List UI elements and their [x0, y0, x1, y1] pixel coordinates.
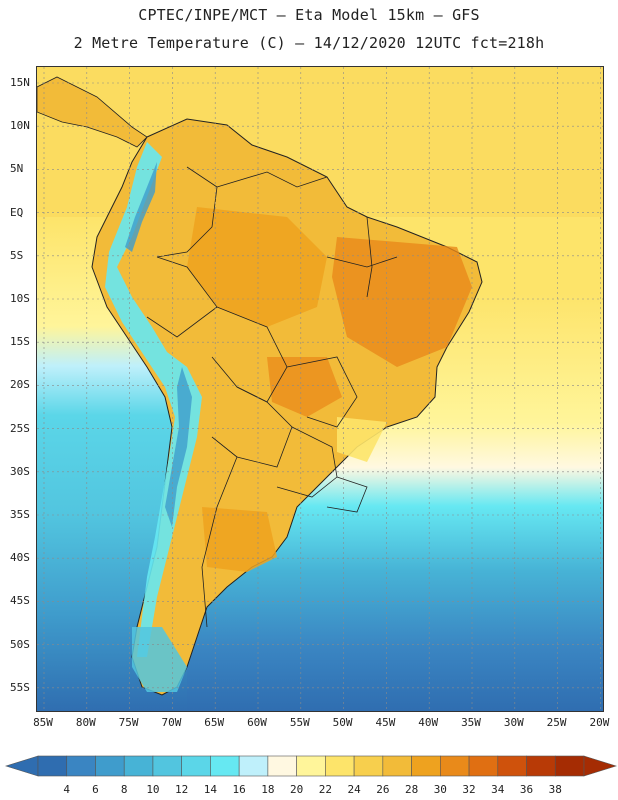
map-subtitle: 2 Metre Temperature (C) – 14/12/2020 12U… [73, 34, 545, 52]
legend-swatch [411, 755, 441, 777]
lat-label: 5N [10, 162, 24, 176]
legend-swatch [210, 755, 240, 777]
lon-label: 85W [33, 716, 53, 729]
temperature-field [37, 67, 603, 711]
lat-label: 15S [10, 335, 30, 349]
central-andes-cold [165, 367, 192, 527]
lon-label: 50W [332, 716, 353, 729]
patagonia-hot-zone [202, 507, 277, 572]
legend-tick-label: 6 [92, 783, 99, 796]
lon-label: 35W [461, 716, 481, 729]
legend-swatch [181, 755, 211, 777]
legend-swatch [37, 755, 68, 777]
central-america [37, 76, 148, 148]
legend-swatch [325, 755, 355, 777]
temperature-map [36, 66, 604, 712]
legend-tick-label: 12 [175, 783, 188, 796]
lon-label: 40W [418, 716, 439, 729]
lat-label: 30S [10, 464, 30, 478]
lon-label: 20W [589, 716, 610, 729]
legend-tick-label: 26 [376, 783, 389, 796]
legend-tick-label: 32 [462, 783, 475, 796]
lat-label: 25S [10, 421, 30, 435]
lat-label: 35S [10, 508, 30, 521]
map-title: CPTEC/INPE/MCT – Eta Model 15km – GFS [138, 6, 480, 24]
country-borders [146, 166, 398, 628]
lon-label: 45W [375, 716, 396, 729]
legend-min-arrow [4, 755, 39, 777]
northeast-brazil-hot-zone [332, 237, 472, 367]
legend-tick-label: 24 [347, 783, 361, 796]
legend-swatch [152, 755, 182, 777]
legend-tick-label: 38 [549, 783, 562, 796]
lat-label: 5S [10, 248, 24, 262]
lon-label: 25W [546, 716, 567, 729]
legend-swatch [497, 755, 527, 777]
legend-swatch [238, 755, 269, 777]
legend-swatch [554, 755, 585, 777]
lon-label: 60W [247, 716, 267, 729]
legend-swatch [267, 755, 297, 777]
lon-label: 55W [289, 716, 310, 729]
lat-label: 45S [10, 594, 30, 608]
lat-label: 20S [10, 378, 30, 392]
lon-label: 65W [204, 716, 225, 729]
legend-tick-label: 16 [233, 783, 246, 796]
legend-tick-label: 18 [261, 783, 274, 796]
legend-tick-label: 34 [491, 783, 505, 796]
legend-swatch [526, 755, 556, 777]
legend-swatch [95, 755, 125, 777]
legend-swatch [353, 755, 384, 777]
legend-tick-label: 4 [63, 783, 70, 796]
lon-label: 80W [75, 716, 96, 729]
southeast-brazil-mild-zone [337, 417, 387, 462]
southern-patagonia-cold [132, 627, 187, 692]
legend-swatch [468, 755, 499, 777]
amazon-hot-zone [187, 207, 327, 327]
legend-tick-label: 20 [290, 783, 303, 796]
lat-label: 10N [10, 119, 30, 133]
legend-tick-label: 8 [121, 783, 128, 796]
legend-tick-label: 36 [520, 783, 533, 796]
legend-swatch [440, 755, 470, 777]
legend-tick-label: 30 [434, 783, 447, 796]
legend-swatch [382, 755, 412, 777]
color-legend: 4 6 8 10 12 14 16 18 20 22 24 26 28 30 32 34 36 38 [4, 755, 618, 796]
legend-tick-label: 22 [319, 783, 332, 796]
lat-label: 10S [10, 292, 30, 305]
legend-tick-label: 10 [146, 783, 159, 796]
legend-swatch [296, 755, 326, 777]
legend-swatch [123, 755, 154, 777]
legend-tick-label: 14 [204, 783, 218, 796]
lat-label: 40S [10, 551, 30, 565]
lon-label: 70W [161, 716, 182, 729]
lat-label: 50S [10, 637, 30, 651]
lat-label: 55S [10, 680, 30, 694]
legend-swatch [66, 755, 96, 777]
lon-label: 75W [118, 716, 139, 729]
colombian-andes-cold [125, 162, 157, 252]
central-brazil-hot-zone [267, 357, 342, 417]
lat-label: EQ [10, 205, 24, 219]
legend-max-arrow [583, 755, 618, 777]
legend-tick-label: 28 [405, 783, 418, 796]
lat-label: 15N [10, 76, 30, 89]
lon-label: 30W [503, 716, 524, 729]
